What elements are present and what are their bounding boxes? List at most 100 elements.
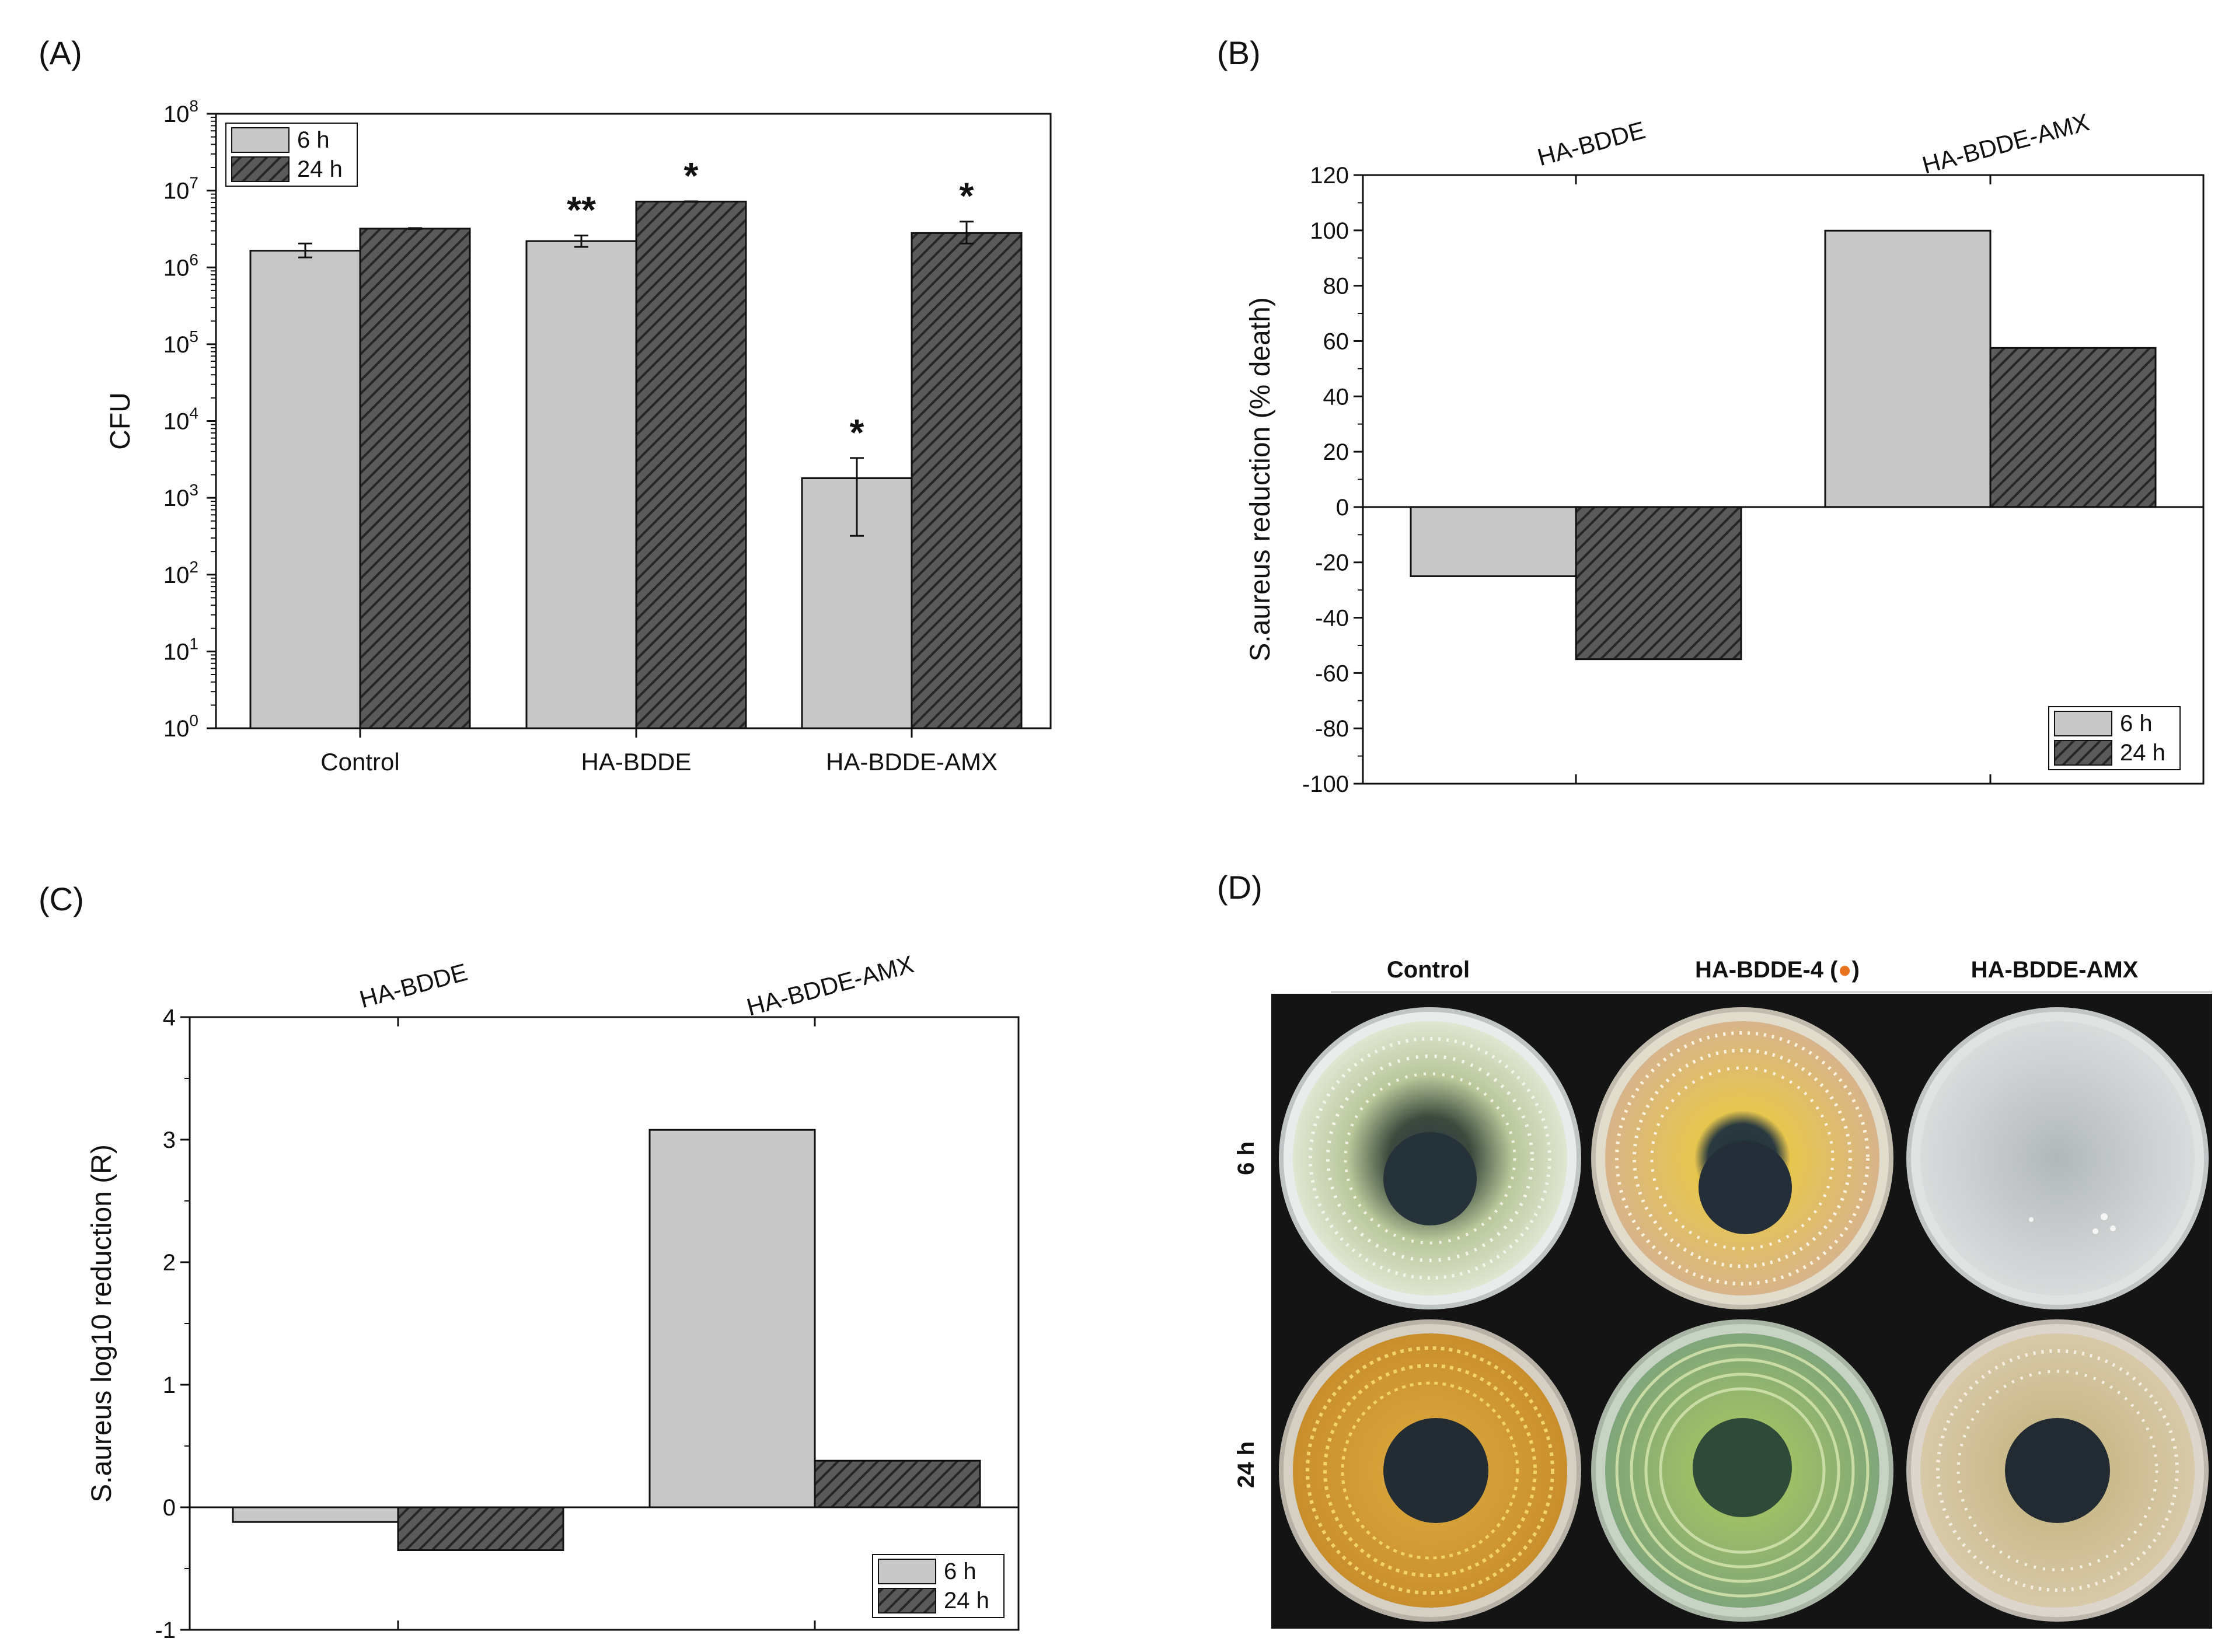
category-label: HA-BDDE-AMX	[744, 950, 916, 1021]
bar-a-1-1	[635, 200, 747, 729]
y-tick-label: 2	[163, 1250, 176, 1276]
y-axis-label: CFU	[105, 392, 136, 450]
plate-control-24h	[1279, 1319, 1581, 1622]
legend-label-1: 24 h	[297, 156, 343, 182]
y-tick-label: 3	[163, 1127, 176, 1153]
photo-col-ha-bdde-4-close: )	[1852, 957, 1860, 983]
y-tick-label: 100	[1310, 218, 1349, 244]
plot-frame	[189, 1016, 1020, 1631]
y-tick-exponent: 6	[189, 250, 198, 268]
plate-ha-bdde-4-24h	[1591, 1319, 1893, 1622]
y-tick-base: 10	[163, 563, 190, 588]
y-tick-base: 10	[163, 639, 190, 665]
plate-amx-24h	[1906, 1319, 2209, 1622]
y-tick-label: 108	[163, 97, 198, 127]
y-tick-label: 40	[1323, 384, 1349, 410]
bar-c-0-0	[232, 1506, 399, 1523]
y-tick-exponent: 7	[189, 174, 198, 192]
category-label: HA-BDDE	[581, 748, 691, 776]
category-label: HA-BDDE-AMX	[826, 748, 998, 776]
y-tick-exponent: 4	[189, 404, 198, 422]
y-tick-label: -80	[1315, 716, 1349, 742]
y-tick-exponent: 2	[189, 558, 198, 576]
y-tick-base: 10	[163, 255, 190, 281]
panel-label-a: (A)	[39, 34, 82, 71]
y-tick-exponent: 1	[189, 634, 198, 652]
y-tick-exponent: 5	[189, 327, 198, 345]
legend-swatch-0	[878, 1559, 936, 1584]
y-tick-base: 10	[163, 486, 190, 511]
y-tick-base: 10	[163, 409, 190, 435]
y-tick-label: -60	[1315, 661, 1349, 686]
y-tick-label: 120	[1310, 163, 1349, 188]
panel-label-c: (C)	[39, 881, 84, 917]
legend-label-1: 24 h	[944, 1588, 989, 1613]
y-tick-exponent: 0	[189, 711, 198, 729]
y-tick-base: 10	[163, 179, 190, 204]
bar-b-0-1	[1824, 229, 1992, 508]
plate-ha-bdde-4-6h	[1591, 1007, 1893, 1309]
plate-amx-6h	[1906, 1007, 2209, 1309]
plate-control-6h	[1279, 1007, 1581, 1309]
legend-label-1: 24 h	[2120, 740, 2165, 766]
photo-panel-d: Control HA-BDDE-4 (●) HA-BDDE-AMX 6 h 24…	[1233, 957, 2212, 1629]
y-tick-exponent: 8	[189, 97, 198, 115]
y-tick-label: -1	[155, 1618, 176, 1643]
y-tick-label: 100	[163, 711, 198, 742]
y-axis-label: S.aureus reduction (% death)	[1245, 297, 1276, 661]
significance-star-0-2: *	[850, 411, 864, 453]
y-tick-label: 103	[163, 481, 198, 511]
legend-label-0: 6 h	[944, 1559, 976, 1584]
category-label: HA-BDDE	[1534, 116, 1648, 171]
y-tick-label: 105	[163, 327, 198, 358]
y-tick-base: 10	[163, 332, 190, 358]
bar-a-1-2	[911, 232, 1023, 729]
chart-a-cfu: **** *100101102103104105106107108CFUContr…	[105, 97, 1052, 776]
photo-row-6h: 6 h	[1233, 1141, 1259, 1175]
y-tick-label: 107	[163, 174, 198, 204]
bar-b-1-0	[1575, 506, 1742, 661]
significance-star-1-1: *	[684, 155, 699, 197]
y-tick-label: 102	[163, 558, 198, 588]
photo-col-ha-bdde-4: HA-BDDE-4 (●)	[1695, 957, 1860, 983]
legend-swatch-1	[878, 1588, 936, 1613]
category-label: HA-BDDE	[357, 958, 470, 1013]
y-tick-label: 106	[163, 250, 198, 281]
y-axis-label: S.aureus log10 reduction (R)	[86, 1144, 117, 1503]
photo-col-control: Control	[1387, 957, 1470, 983]
y-tick-label: 60	[1323, 329, 1349, 354]
y-tick-base: 10	[163, 716, 190, 742]
y-tick-label: 80	[1323, 274, 1349, 299]
category-label: HA-BDDE-AMX	[1919, 108, 2092, 179]
photo-row-24h: 24 h	[1233, 1441, 1259, 1488]
y-tick-label: -40	[1315, 606, 1349, 631]
significance-star-0-1: **	[567, 189, 596, 231]
y-tick-label: 101	[163, 634, 198, 665]
panel-label-b: (B)	[1217, 34, 1261, 71]
bar-c-0-1	[648, 1129, 816, 1508]
y-tick-label: 0	[1336, 495, 1349, 521]
y-tick-label: -100	[1302, 771, 1349, 797]
category-label: Control	[320, 748, 399, 776]
y-tick-label: 1	[163, 1372, 176, 1398]
bar-c-1-0	[397, 1506, 564, 1551]
significance-star-1-2: *	[960, 175, 974, 217]
chart-c-log-reduction: -1 0 1 2 3 4 S.aureus log10 reduction (R) HA-BD…	[86, 950, 1020, 1643]
orange-dot-icon: ●	[1837, 957, 1851, 983]
legend-label-0: 6 h	[2120, 711, 2153, 736]
legend-swatch-0	[231, 127, 290, 153]
y-tick-exponent: 3	[189, 481, 198, 499]
y-tick-base: 10	[163, 102, 190, 127]
bar-b-0-0	[1410, 506, 1577, 577]
bar-a-1-0	[359, 228, 471, 729]
bar-c-1-1	[814, 1459, 981, 1508]
panel-label-d: (D)	[1217, 869, 1263, 906]
bar-b-1-1	[1989, 347, 2157, 508]
y-tick-label: 104	[163, 404, 198, 435]
y-tick-label: 20	[1323, 439, 1349, 465]
legend-swatch-1	[231, 156, 290, 182]
bar-a-0-1	[525, 240, 637, 729]
y-tick-label: -20	[1315, 550, 1349, 576]
photo-col-ha-bdde-4-text: HA-BDDE-4 (	[1695, 957, 1838, 983]
